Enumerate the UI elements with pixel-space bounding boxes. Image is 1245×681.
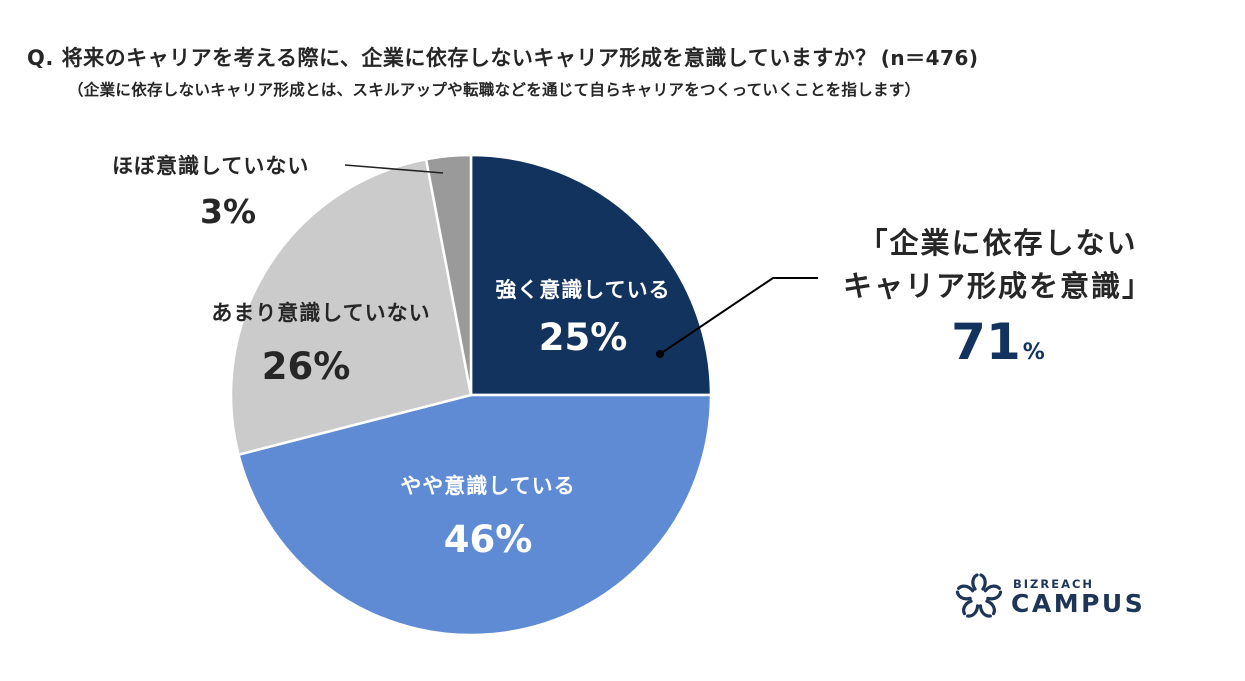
callout-line-2: キャリア形成を意識」 [842, 269, 1153, 303]
pie-slices [229, 153, 713, 637]
slice-not-very-aware [229, 158, 473, 456]
logo-brand-text: BIZREACH [1013, 577, 1095, 591]
slice-somewhat-aware [237, 393, 713, 637]
slice-label-not-very-aware: あまり意識していない 26% [186, 297, 456, 388]
slice-label-hardly-aware: ほぼ意識していない 3% [112, 150, 342, 231]
slice-label-strongly-aware: 強く意識している 25% [478, 274, 688, 359]
callout-leader-line [659, 277, 818, 355]
logo-product-text: CAMPUS [1011, 589, 1146, 618]
sakura-flower-icon [955, 573, 1003, 618]
slice-percent: 46% [443, 518, 533, 561]
sample-size: (n＝476) [880, 46, 979, 70]
callout-number: 71 [951, 313, 1021, 371]
callout-leader-dot [656, 350, 664, 358]
small-slice-leader-line [344, 164, 444, 174]
callout-value: 71% [828, 312, 1168, 383]
slice-strongly-aware [469, 153, 713, 397]
slice-percent: 26% [261, 345, 351, 388]
chart-title: Q. 将来のキャリアを考える際に、企業に依存しないキャリア形成を意識していますか… [27, 42, 979, 72]
slice-name: やや意識している [400, 474, 576, 498]
slice-name: 強く意識している [495, 278, 671, 302]
slice-percent: 3% [200, 192, 257, 231]
aware-total-callout: 「企業に依存しない キャリア形成を意識」 71% [828, 222, 1168, 383]
callout-line-1: 「企業に依存しない [858, 226, 1138, 260]
question-text: Q. 将来のキャリアを考える際に、企業に依存しないキャリア形成を意識していますか… [27, 46, 877, 70]
slice-percent: 25% [538, 316, 628, 359]
callout-unit: % [1022, 340, 1045, 365]
slice-label-somewhat-aware: やや意識している 46% [378, 470, 598, 561]
chart-subtitle: （企業に依存しないキャリア形成とは、スキルアップや転職などを通じて自らキャリアを… [68, 81, 921, 99]
slice-name: ほぼ意識していない [112, 154, 310, 178]
slice-name: あまり意識していない [211, 301, 431, 325]
bizreach-campus-logo: BIZREACH CAMPUS [953, 571, 1153, 621]
slice-hardly-aware [424, 153, 473, 397]
